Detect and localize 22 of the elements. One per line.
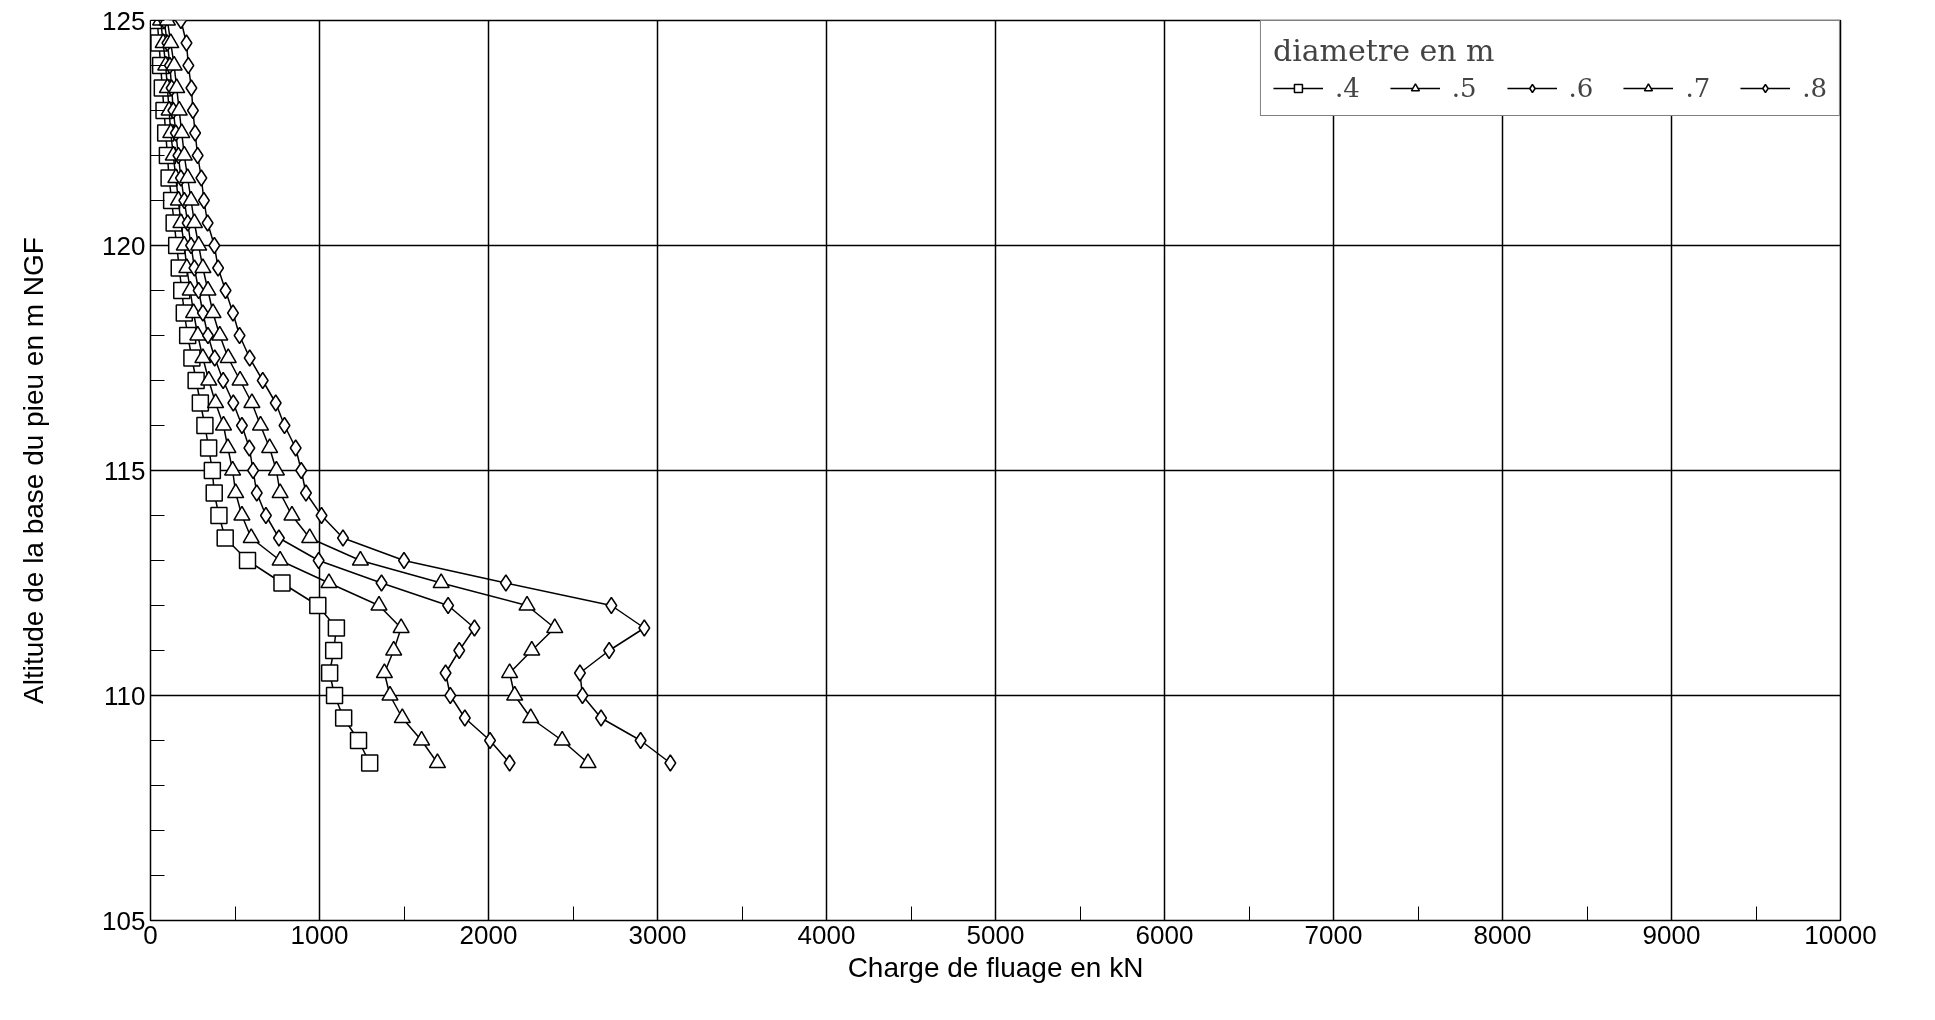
y-tick-label: 120: [102, 230, 146, 261]
y-tick-label: 125: [102, 5, 146, 36]
x-tick-label: 9000: [1642, 919, 1701, 950]
legend-title: diametre en m: [1272, 33, 1496, 68]
legend-label: .6: [1568, 73, 1594, 103]
x-axis-title: Charge de fluage en kN: [847, 951, 1144, 983]
legend-label: .4: [1334, 73, 1360, 103]
x-tick-label: 2000: [459, 919, 518, 950]
y-tick-label: 110: [104, 680, 146, 711]
legend-label: .5: [1451, 73, 1477, 103]
x-tick-label: 7000: [1304, 919, 1363, 950]
x-tick-label: 8000: [1473, 919, 1532, 950]
x-tick-label: 4000: [797, 919, 856, 950]
legend-label: .7: [1685, 73, 1711, 103]
x-tick-label: 10000: [1804, 919, 1877, 950]
legend-label: .8: [1802, 73, 1827, 103]
x-tick-label: 6000: [1135, 919, 1194, 950]
x-tick-label: 1000: [290, 919, 349, 950]
x-tick-label: 5000: [966, 919, 1025, 950]
y-axis-title: Altitude de la base du pieu en m NGF: [18, 237, 50, 704]
y-tick-label: 115: [104, 455, 146, 486]
x-tick-label: 3000: [628, 919, 687, 950]
